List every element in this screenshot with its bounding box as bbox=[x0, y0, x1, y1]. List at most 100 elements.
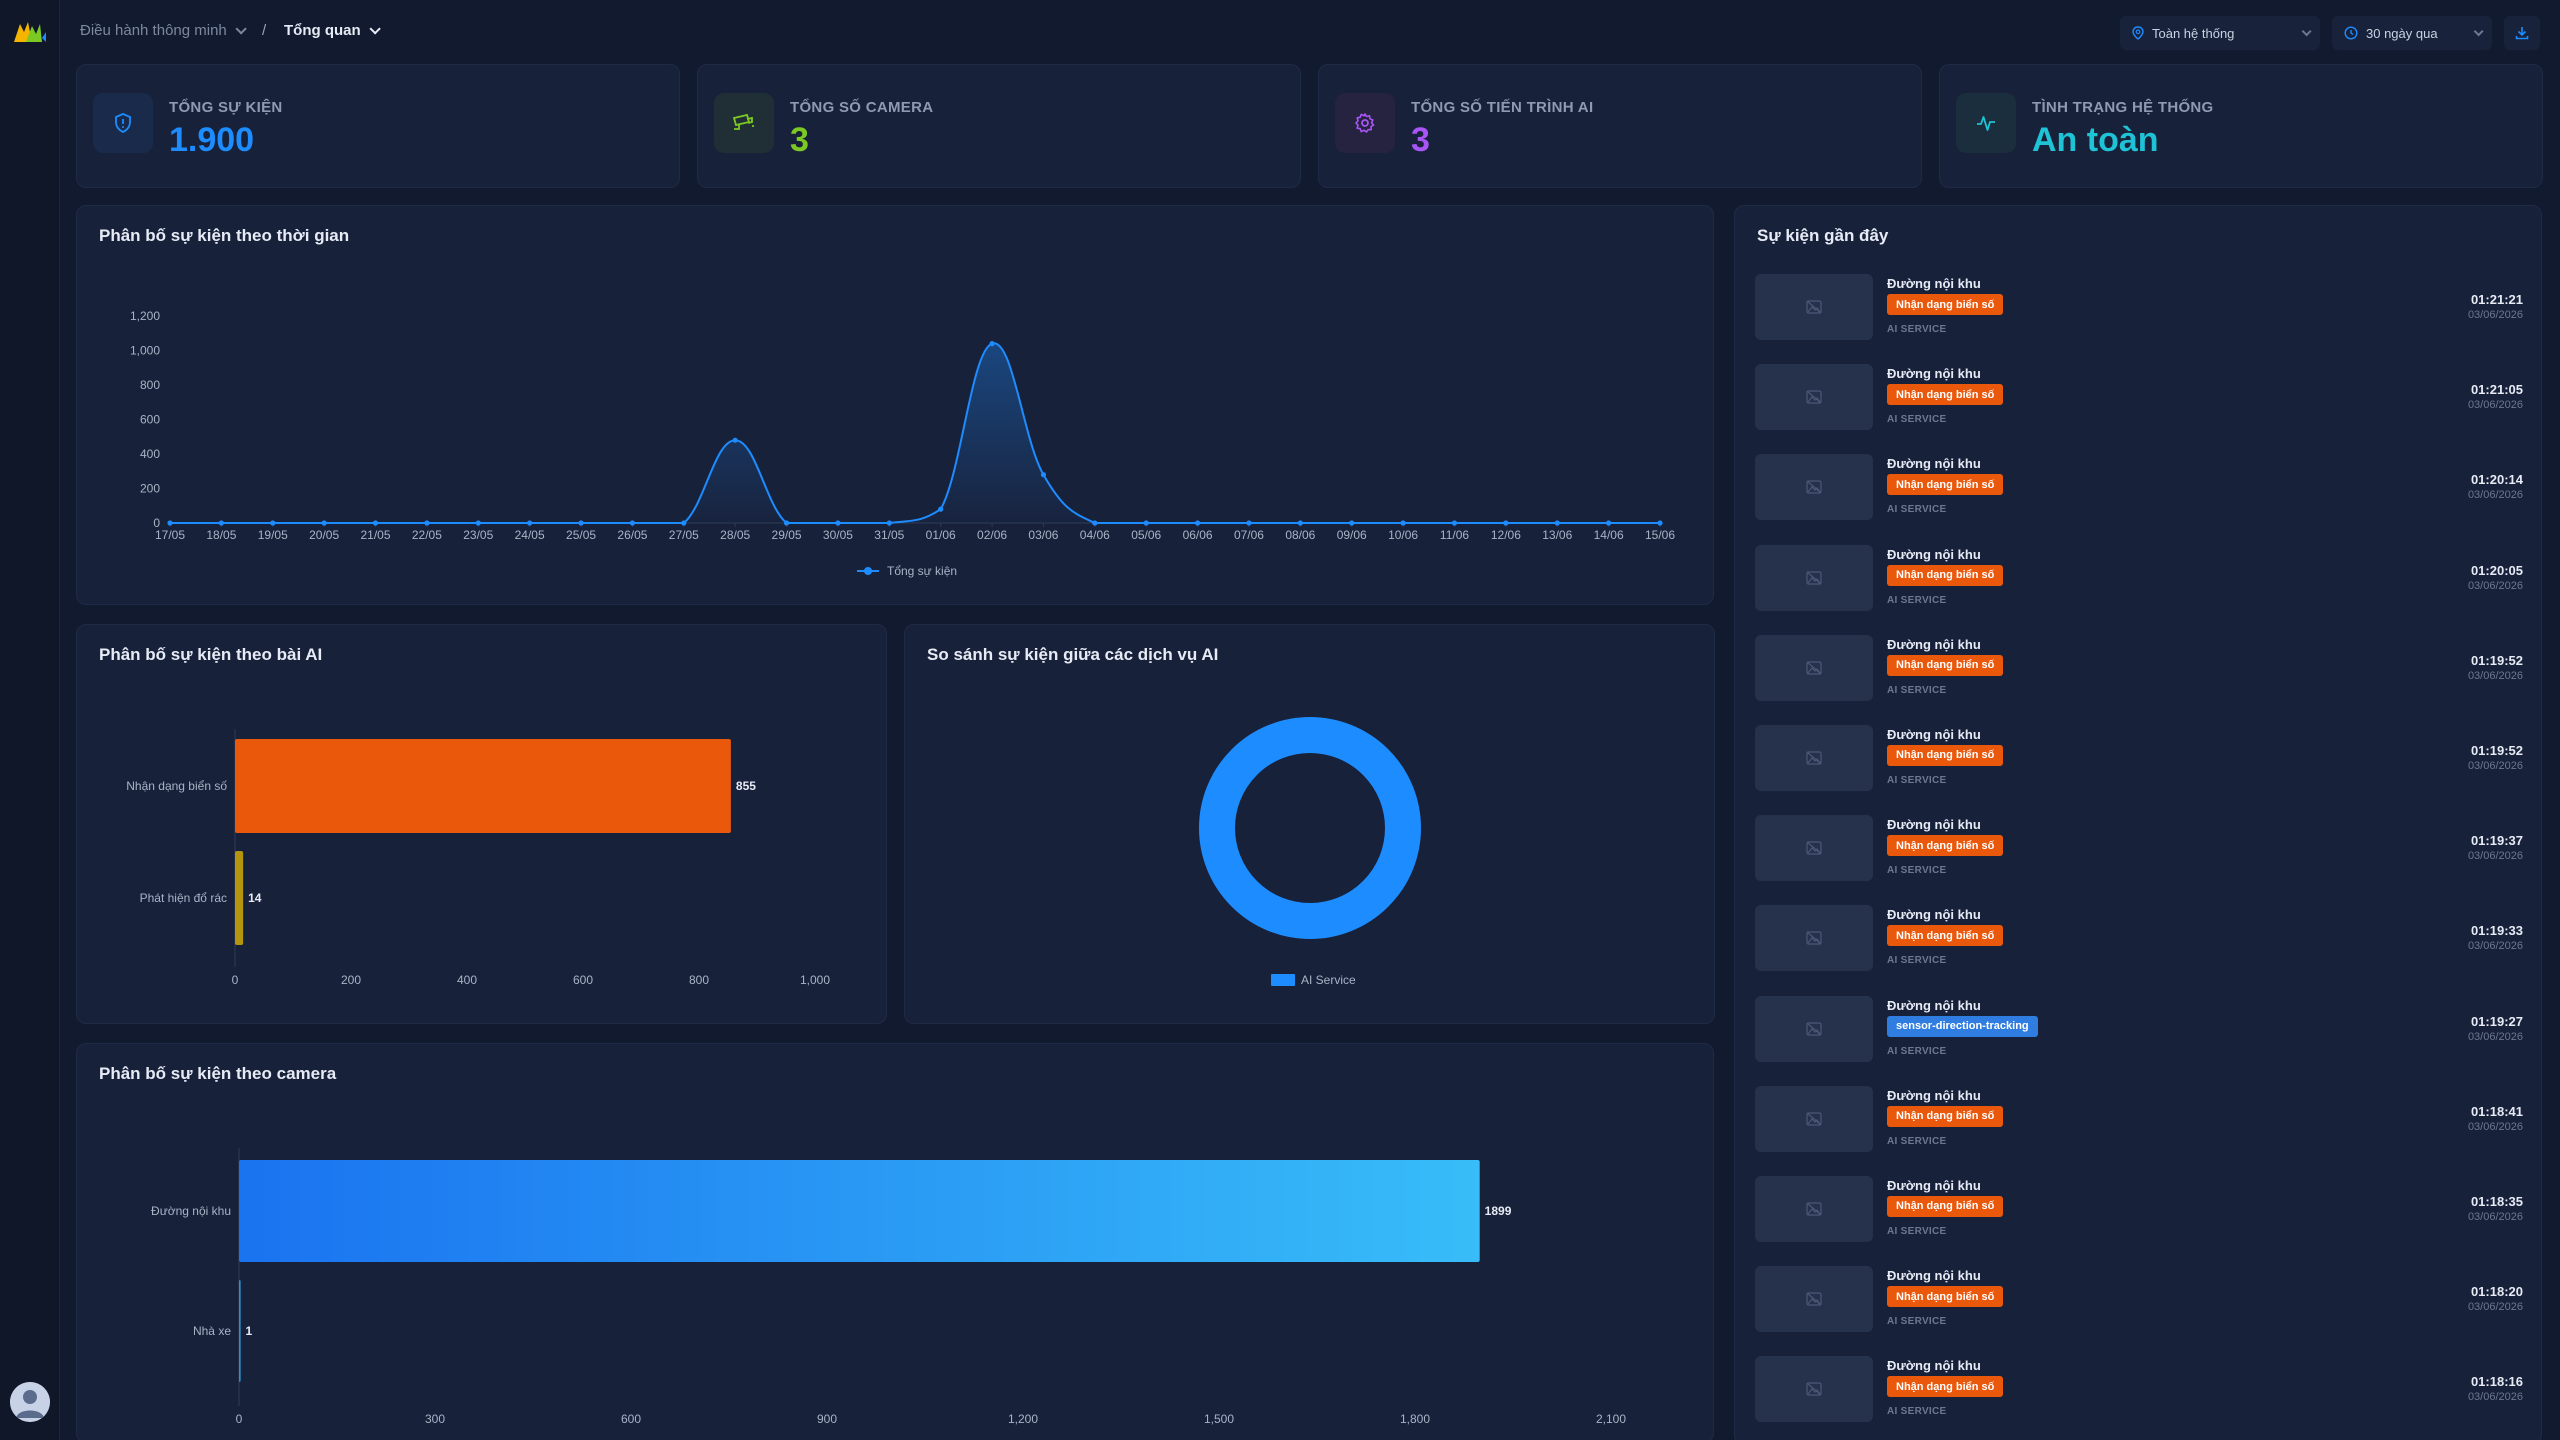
event-thumbnail[interactable] bbox=[1755, 1266, 1873, 1333]
event-thumbnail[interactable] bbox=[1755, 905, 1873, 972]
list-item[interactable]: Đường nội khu Nhận dạng biển số AI SERVICE… bbox=[1755, 717, 2523, 807]
event-thumbnail[interactable] bbox=[1755, 454, 1873, 521]
event-time: 01:19:27 bbox=[2470, 1013, 2523, 1029]
event-thumbnail[interactable] bbox=[1755, 1356, 1873, 1423]
bar bbox=[239, 1280, 241, 1382]
data-point bbox=[1297, 520, 1303, 526]
top-bar: Điều hành thông minh / Tổng quan Toàn hệ… bbox=[60, 0, 2560, 64]
data-point bbox=[321, 520, 327, 526]
event-location: Đường nội khu bbox=[1887, 1358, 1981, 1374]
list-item[interactable]: Đường nội khu sensor-direction-tracking AI… bbox=[1755, 988, 2523, 1078]
x-tick-label: 22/05 bbox=[412, 528, 442, 542]
event-location: Đường nội khu bbox=[1887, 1177, 1981, 1193]
clock-icon bbox=[2344, 26, 2358, 40]
event-date: 03/06/2026 bbox=[2467, 309, 2523, 321]
event-time: 01:21:21 bbox=[2470, 292, 2523, 307]
y-tick-label: 0 bbox=[153, 516, 160, 530]
scope-select-value: Toàn hệ thống bbox=[2152, 25, 2235, 41]
event-source: AI SERVICE bbox=[1887, 1316, 1947, 1328]
scope-select[interactable]: Toàn hệ thống bbox=[2120, 16, 2320, 50]
data-point bbox=[1349, 520, 1355, 526]
events-by-ai-chart: 0 200 400 600 800 1,000 Nhận dạng biển số 855 Ph… bbox=[126, 729, 830, 987]
event-date: 03/06/2026 bbox=[2467, 1301, 2523, 1314]
event-thumbnail[interactable] bbox=[1755, 274, 1873, 340]
x-tick-label: 0 bbox=[232, 973, 239, 987]
bar bbox=[235, 851, 244, 945]
data-point bbox=[424, 520, 430, 526]
event-thumbnail[interactable] bbox=[1755, 1175, 1873, 1242]
bar-value-label: 1 bbox=[246, 1324, 253, 1338]
x-tick-label: 1,800 bbox=[1400, 1412, 1430, 1426]
data-point bbox=[167, 520, 173, 526]
date-range-select[interactable]: 30 ngày qua bbox=[2332, 16, 2492, 50]
events-by-camera-chart: 0 300 600 900 1,200 1,500 1,800 2,100 Đường nội … bbox=[151, 1148, 1626, 1426]
event-thumbnail[interactable] bbox=[1755, 995, 1873, 1062]
x-tick-label: 02/06 bbox=[977, 528, 1007, 542]
event-time: 01:18:35 bbox=[2470, 1193, 2523, 1209]
event-type-badge: Nhận dạng biển số bbox=[1887, 294, 2004, 315]
x-tick-label: 600 bbox=[573, 973, 593, 987]
event-time: 01:21:05 bbox=[2470, 382, 2523, 398]
list-item[interactable]: Đường nội khu Nhận dạng biển số AI SERVICE… bbox=[1755, 1258, 2523, 1348]
x-tick-label: 30/05 bbox=[823, 528, 853, 542]
stat-label: TỔNG SỰ KIỆN bbox=[169, 99, 283, 116]
breadcrumb-item-2[interactable]: Tổng quan bbox=[284, 22, 381, 39]
x-tick-label: 1,500 bbox=[1204, 1412, 1234, 1426]
events-over-time-chart: 0 200 400 600 800 1,000 1,200 17/05 18/05 19/05 20… bbox=[130, 309, 1675, 578]
event-type-badge: Nhận dạng biển số bbox=[1887, 384, 2004, 406]
event-time: 01:18:16 bbox=[2470, 1374, 2523, 1390]
image-placeholder-icon bbox=[1806, 1112, 1822, 1126]
list-item[interactable]: Đường nội khu Nhận dạng biển số AI SERVICE… bbox=[1755, 266, 2523, 356]
event-date: 03/06/2026 bbox=[2467, 1391, 2523, 1404]
user-avatar[interactable] bbox=[10, 1382, 50, 1422]
x-tick-label: 400 bbox=[457, 973, 477, 987]
list-item[interactable]: Đường nội khu Nhận dạng biển số AI SERVICE… bbox=[1755, 897, 2523, 987]
event-type-badge: Nhận dạng biển số bbox=[1887, 925, 2004, 947]
y-tick-label: 1,000 bbox=[130, 344, 160, 358]
list-item[interactable]: Đường nội khu Nhận dạng biển số AI SERVICE… bbox=[1755, 807, 2523, 897]
location-pin-icon bbox=[2132, 26, 2144, 40]
event-source: AI SERVICE bbox=[1887, 1045, 1947, 1057]
event-thumbnail[interactable] bbox=[1755, 724, 1873, 791]
x-tick-label: 13/06 bbox=[1542, 528, 1572, 542]
list-item[interactable]: Đường nội khu Nhận dạng biển số AI SERVICE… bbox=[1755, 537, 2523, 627]
event-location: Đường nội khu bbox=[1887, 907, 1981, 923]
image-placeholder-icon bbox=[1806, 751, 1822, 765]
image-placeholder-icon bbox=[1806, 390, 1822, 404]
event-thumbnail[interactable] bbox=[1755, 634, 1873, 701]
event-location: Đường nội khu bbox=[1887, 366, 1981, 382]
event-thumbnail[interactable] bbox=[1755, 544, 1873, 611]
list-item[interactable]: Đường nội khu Nhận dạng biển số AI SERVICE… bbox=[1755, 1078, 2523, 1168]
bar bbox=[235, 739, 731, 833]
x-tick-label: 1,000 bbox=[800, 973, 830, 987]
list-item[interactable]: Đường nội khu Nhận dạng biển số AI SERVICE… bbox=[1755, 1168, 2523, 1258]
event-type-badge: Nhận dạng biển số bbox=[1887, 744, 2004, 766]
event-date: 03/06/2026 bbox=[2467, 759, 2523, 772]
event-source: AI SERVICE bbox=[1887, 1406, 1947, 1418]
x-tick-label: 17/05 bbox=[155, 528, 185, 542]
list-item[interactable]: Đường nội khu Nhận dạng biển số AI SERVICE… bbox=[1755, 446, 2523, 536]
data-point bbox=[578, 520, 584, 526]
sidebar bbox=[0, 0, 60, 1440]
x-tick-label: 20/05 bbox=[309, 528, 339, 542]
event-thumbnail[interactable] bbox=[1755, 364, 1873, 431]
event-time: 01:19:52 bbox=[2470, 652, 2523, 668]
x-tick-label: 26/05 bbox=[617, 528, 647, 542]
chevron-down-icon bbox=[2473, 25, 2484, 36]
panel-title: Phân bố sự kiện theo bài AI bbox=[99, 645, 323, 664]
event-thumbnail[interactable] bbox=[1755, 1085, 1873, 1152]
breadcrumb-item-1[interactable]: Điều hành thông minh bbox=[80, 22, 247, 39]
list-item[interactable]: Đường nội khu Nhận dạng biển số AI SERVICE… bbox=[1755, 356, 2523, 446]
list-item[interactable]: Đường nội khu Nhận dạng biển số AI SERVICE… bbox=[1755, 1348, 2523, 1438]
download-button[interactable] bbox=[2504, 16, 2540, 50]
event-thumbnail[interactable] bbox=[1755, 815, 1873, 882]
event-date: 03/06/2026 bbox=[2467, 940, 2523, 953]
x-tick-label: 18/05 bbox=[206, 528, 236, 542]
brand-logo[interactable] bbox=[12, 18, 48, 46]
event-source: AI SERVICE bbox=[1887, 684, 1947, 696]
list-item[interactable]: Đường nội khu Nhận dạng biển số AI SERVICE… bbox=[1755, 627, 2523, 717]
x-tick-label: 25/05 bbox=[566, 528, 596, 542]
image-placeholder-icon bbox=[1806, 300, 1822, 314]
event-location: Đường nội khu bbox=[1887, 276, 1981, 291]
event-location: Đường nội khu bbox=[1887, 636, 1981, 652]
